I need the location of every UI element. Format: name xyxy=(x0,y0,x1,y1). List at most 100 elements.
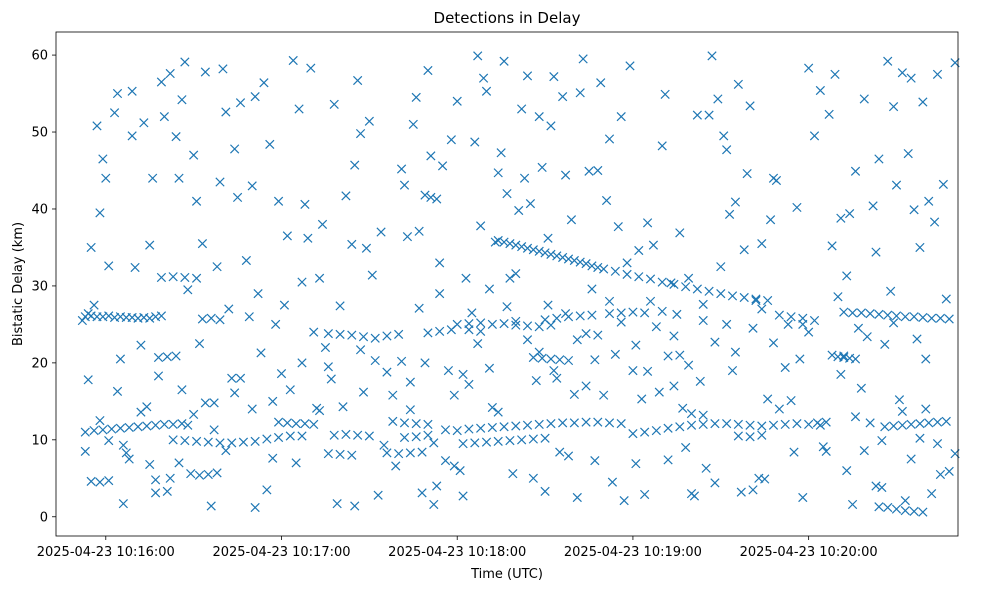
y-tick-label: 0 xyxy=(40,510,48,525)
detection-point xyxy=(493,235,503,246)
detection-point xyxy=(868,201,878,211)
detection-point xyxy=(903,148,913,159)
detection-point xyxy=(804,419,814,430)
detection-point xyxy=(142,421,152,431)
detection-point xyxy=(476,221,486,231)
detection-point xyxy=(446,135,456,145)
detection-point xyxy=(856,383,866,393)
detection-point xyxy=(470,438,480,448)
detection-point xyxy=(227,438,237,448)
detection-point xyxy=(900,505,910,516)
detection-point xyxy=(168,419,178,430)
detection-point xyxy=(593,417,603,427)
detection-point xyxy=(89,425,99,436)
detection-point xyxy=(309,419,319,430)
detection-point xyxy=(918,312,928,323)
detection-point xyxy=(423,430,433,440)
detection-point xyxy=(757,421,767,431)
detection-point xyxy=(686,409,697,419)
detection-point xyxy=(932,417,943,427)
detection-point xyxy=(189,150,199,160)
detection-point xyxy=(780,419,790,430)
detection-point xyxy=(437,161,448,171)
detection-point xyxy=(552,251,562,261)
detection-point xyxy=(745,432,755,442)
detection-point xyxy=(159,419,169,430)
detection-point xyxy=(83,308,93,319)
detection-point xyxy=(704,286,714,296)
detection-point xyxy=(291,419,301,429)
detection-point xyxy=(935,313,946,323)
detection-point xyxy=(373,490,383,500)
y-tick-label: 60 xyxy=(31,49,48,64)
detection-point xyxy=(426,151,436,161)
detection-point xyxy=(774,310,784,320)
detection-point xyxy=(115,423,126,433)
detection-point xyxy=(250,436,260,446)
detection-point xyxy=(464,379,474,390)
detection-point xyxy=(150,488,161,498)
detection-point xyxy=(601,195,612,206)
detection-point xyxy=(534,112,544,122)
detection-point xyxy=(657,306,667,316)
detection-point xyxy=(648,240,659,250)
detection-point xyxy=(156,272,167,283)
detection-point xyxy=(590,355,600,365)
detection-point xyxy=(599,390,609,400)
detection-point xyxy=(300,419,310,429)
detection-point xyxy=(429,438,439,448)
detection-point xyxy=(891,504,902,514)
detection-point xyxy=(355,128,366,139)
detection-point xyxy=(417,488,427,498)
detection-point xyxy=(177,385,187,395)
detection-point xyxy=(880,339,890,350)
detection-point xyxy=(804,327,814,337)
detection-point xyxy=(358,387,369,397)
detection-point xyxy=(692,110,702,120)
detection-point xyxy=(877,482,887,493)
detection-point xyxy=(727,365,738,376)
detection-point xyxy=(432,194,442,204)
detection-point xyxy=(250,502,260,513)
detection-point xyxy=(871,247,881,257)
detection-point xyxy=(227,373,237,383)
detection-point xyxy=(487,422,497,433)
detection-point xyxy=(640,427,650,437)
detection-point xyxy=(353,75,363,86)
detection-point xyxy=(918,97,928,107)
detection-point xyxy=(836,213,846,223)
detection-point xyxy=(604,308,615,319)
detection-point xyxy=(473,51,483,61)
detection-point xyxy=(924,196,934,206)
detection-point xyxy=(593,165,603,176)
detection-point xyxy=(616,317,626,327)
detection-point xyxy=(470,137,480,147)
detection-point xyxy=(534,419,544,430)
detection-point xyxy=(288,55,298,66)
detection-point xyxy=(511,421,521,431)
detection-point xyxy=(493,436,503,446)
detection-point xyxy=(651,425,661,436)
detection-point xyxy=(464,424,474,434)
detection-point xyxy=(569,255,579,266)
detection-point xyxy=(174,458,184,468)
detection-point xyxy=(909,506,919,517)
detection-point xyxy=(525,198,536,209)
detection-point xyxy=(262,485,272,495)
detection-point xyxy=(203,437,213,447)
detection-point xyxy=(724,209,735,219)
detection-point xyxy=(546,354,556,364)
detection-point xyxy=(353,430,363,440)
detection-point xyxy=(733,419,743,430)
detection-point xyxy=(704,110,714,120)
detection-point xyxy=(92,121,102,131)
detection-point xyxy=(572,335,582,345)
detection-point xyxy=(414,226,424,236)
detection-point xyxy=(115,354,126,364)
detection-point xyxy=(341,429,351,440)
detection-point xyxy=(698,410,708,420)
detection-point xyxy=(733,431,743,441)
detection-point xyxy=(941,416,951,426)
detection-point xyxy=(458,439,468,449)
detection-point xyxy=(871,481,881,491)
